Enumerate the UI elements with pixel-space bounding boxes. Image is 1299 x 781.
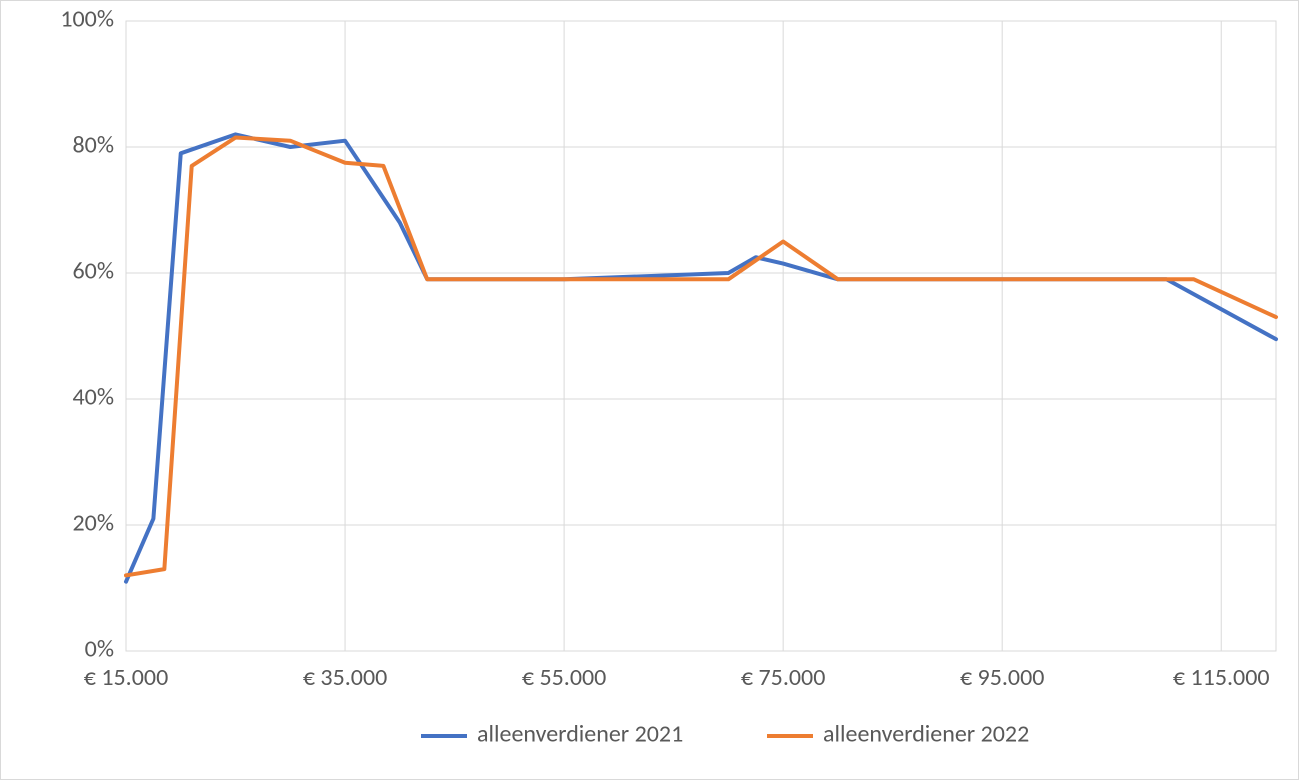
x-axis-label: € 55.000	[522, 663, 606, 692]
plot-area	[126, 21, 1276, 651]
legend: alleenverdiener 2021 alleenverdiener 2022	[421, 720, 1029, 749]
grid	[126, 21, 1276, 651]
y-axis-label: 100%	[60, 5, 114, 34]
y-axis-label: 0%	[85, 635, 114, 664]
x-axis-label: € 15.000	[84, 663, 168, 692]
series-line	[126, 138, 1276, 576]
series-group	[126, 134, 1276, 581]
series-line	[126, 134, 1276, 581]
x-axis-label: € 115.000	[1173, 663, 1270, 692]
line-chart: 0% 20% 40% 60% 80% 100% € 15.000 € 35.000 € 55.0…	[0, 0, 1299, 780]
x-axis-label: € 75.000	[741, 663, 825, 692]
legend-label: alleenverdiener 2021	[477, 720, 683, 749]
y-axis-label: 80%	[73, 131, 114, 160]
chart-svg: 0% 20% 40% 60% 80% 100% € 15.000 € 35.000 € 55.0…	[1, 1, 1299, 781]
x-axis-label: € 95.000	[960, 663, 1044, 692]
y-axis-label: 20%	[73, 509, 114, 538]
y-axis-label: 60%	[73, 257, 114, 286]
y-axis-label: 40%	[73, 383, 114, 412]
x-axis-label: € 35.000	[303, 663, 387, 692]
legend-label: alleenverdiener 2022	[823, 720, 1029, 749]
